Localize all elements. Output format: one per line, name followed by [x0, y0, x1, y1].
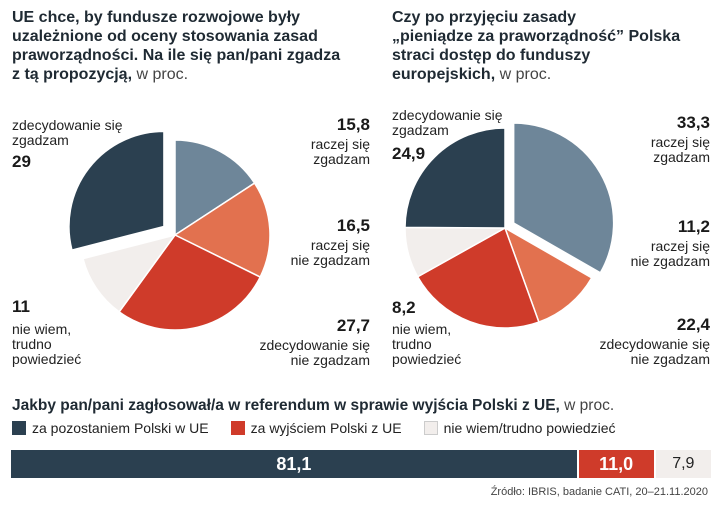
right-pie-slice-strongly-agree [404, 127, 506, 229]
left-label-somewhat-disagree: raczej się nie zgadzam [260, 238, 370, 268]
right-label-dont-know-line3: powiedzieć [392, 351, 462, 367]
left-label-somewhat-agree: raczej się zgadzam [260, 137, 370, 167]
right-label-strongly-agree-line1: zdecydowanie się [392, 107, 503, 123]
left-label-strongly-agree: zdecydowanie się zgadzam [12, 118, 123, 148]
bar-segment-dont-know: 7,9 [655, 450, 711, 478]
right-title-line-1: Czy po przyjęciu zasady [392, 9, 577, 26]
bottom-title: Jakby pan/pani zagłosował/a w referendum… [12, 396, 712, 415]
left-label-dont-know: nie wiem, trudno powiedzieć [12, 322, 81, 367]
legend-swatch-leave [230, 421, 245, 435]
left-label-somewhat-agree-line1: raczej się [310, 136, 370, 152]
left-label-dont-know-line1: nie wiem, [12, 321, 72, 337]
right-value-strongly-agree: 24,9 [392, 144, 426, 163]
source-note: Źródło: IBRIS, badanie CATI, 20–21.11.20… [490, 486, 708, 498]
right-label-dont-know-line2: trudno [392, 336, 432, 352]
right-title-line-4: europejskich, [392, 66, 496, 83]
right-label-strongly-disagree-line2: nie zgadzam [630, 351, 710, 367]
right-label-somewhat-agree-line2: zgadzam [653, 149, 710, 165]
right-title-line-3: straci dostęp do funduszy [392, 47, 591, 64]
bar-value-dont-know: 7,9 [672, 455, 695, 472]
left-label-strongly-agree-line2: zgadzam [12, 132, 69, 148]
left-chart-title: UE chce, by fundusze rozwojowe były uzal… [12, 8, 362, 84]
left-pie-slice-somewhat-agree [174, 139, 256, 237]
left-value-somewhat-agree: 15,8 [336, 115, 370, 134]
left-label-somewhat-disagree-line2: nie zgadzam [290, 252, 370, 268]
right-title-line-2: „pieniądze za praworządność” Polska [392, 28, 681, 45]
right-label-strongly-agree: zdecydowanie się zgadzam [392, 108, 503, 138]
referendum-bar: 81,1 11,0 7,9 [11, 450, 711, 478]
bar-value-leave: 11,0 [599, 453, 634, 474]
right-value-somewhat-agree: 33,3 [676, 113, 710, 132]
left-value-dont-know: 11 [12, 297, 30, 316]
left-label-strongly-disagree-line1: zdecydowanie się [259, 337, 370, 353]
left-value-somewhat-disagree: 16,5 [336, 216, 370, 235]
right-label-dont-know: nie wiem, trudno powiedzieć [392, 322, 461, 367]
left-label-strongly-agree-line1: zdecydowanie się [12, 117, 123, 133]
legend-label-stay: za pozostaniem Polski w UE [32, 420, 209, 436]
legend-item-dont-know: nie wiem/trudno powiedzieć [423, 420, 616, 436]
left-title-line-1: UE chce, by fundusze rozwojowe były [12, 9, 301, 26]
left-pie-slice-strongly-disagree [118, 234, 262, 331]
right-label-strongly-disagree-line1: zdecydowanie się [599, 336, 710, 352]
right-value-dont-know: 8,2 [392, 298, 416, 317]
bottom-title-unit: w proc. [559, 397, 615, 414]
legend-item-stay: za pozostaniem Polski w UE [12, 420, 209, 436]
left-label-strongly-disagree-line2: nie zgadzam [290, 352, 370, 368]
right-label-somewhat-disagree: raczej się nie zgadzam [600, 239, 710, 269]
right-label-somewhat-agree: raczej się zgadzam [600, 135, 710, 165]
left-label-dont-know-line2: trudno [12, 336, 52, 352]
bar-value-stay: 81,1 [276, 453, 312, 474]
left-label-somewhat-agree-line2: zgadzam [313, 151, 370, 167]
right-value-strongly-disagree: 22,4 [676, 315, 710, 334]
left-title-unit: w proc. [132, 66, 189, 83]
pie-charts-canvas [68, 122, 615, 331]
bottom-title-text: Jakby pan/pani zagłosował/a w referendum… [12, 397, 560, 414]
left-label-strongly-disagree: zdecydowanie się nie zgadzam [230, 338, 370, 368]
left-title-line-2: uzależnione od oceny stosowania zasad [12, 28, 318, 45]
left-title-line-4: z tą propozycją, [12, 66, 133, 83]
legend-item-leave: za wyjściem Polski z UE [230, 420, 402, 436]
bar-segment-leave: 11,0 [578, 450, 654, 478]
right-label-strongly-agree-line2: zgadzam [392, 122, 449, 138]
legend-swatch-stay [12, 421, 26, 435]
left-value-strongly-agree: 29 [12, 152, 31, 171]
left-label-somewhat-disagree-line1: raczej się [310, 237, 370, 253]
legend-label-dont-know: nie wiem/trudno powiedzieć [443, 420, 616, 436]
right-chart-title: Czy po przyjęciu zasady „pieniądze za pr… [392, 8, 712, 84]
right-pie-slice-somewhat-disagree [503, 226, 593, 324]
right-value-somewhat-disagree: 11,2 [677, 217, 710, 236]
right-pie-slice-strongly-disagree [416, 226, 540, 329]
right-label-somewhat-disagree-line2: nie zgadzam [630, 253, 710, 269]
left-label-dont-know-line3: powiedzieć [12, 351, 82, 367]
right-label-strongly-disagree: zdecydowanie się nie zgadzam [560, 337, 710, 367]
bar-segment-stay: 81,1 [11, 450, 577, 478]
right-pie-slice-somewhat-agree [512, 122, 615, 274]
left-title-line-3: praworządności. Na ile się pan/pani zgad… [12, 47, 341, 64]
left-pie-slice-dont-know [82, 233, 177, 313]
left-pie-slice-strongly-agree [68, 130, 165, 251]
legend-label-leave: za wyjściem Polski z UE [250, 420, 402, 436]
right-title-unit: w proc. [495, 66, 552, 83]
right-label-somewhat-disagree-line1: raczej się [650, 238, 710, 254]
left-value-strongly-disagree: 27,7 [336, 316, 370, 335]
left-pie-slice-somewhat-disagree [173, 182, 271, 279]
right-label-dont-know-line1: nie wiem, [392, 321, 452, 337]
right-label-somewhat-agree-line1: raczej się [650, 134, 710, 150]
bottom-legend: za pozostaniem Polski w UE za wyjściem P… [12, 420, 616, 436]
legend-swatch-dont-know [423, 421, 438, 435]
